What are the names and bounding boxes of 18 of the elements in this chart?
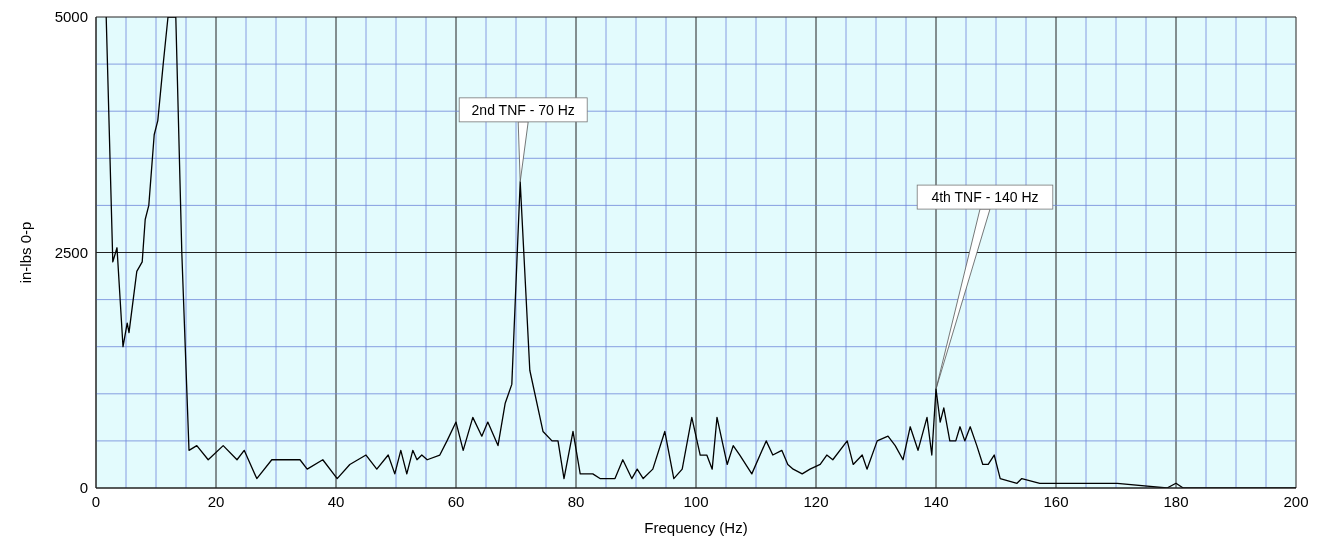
- x-tick-label: 180: [1163, 492, 1189, 510]
- annotation: 4th TNF - 140 Hz: [931, 189, 1039, 206]
- x-tick-label: 80: [567, 492, 585, 510]
- x-tick-label: 160: [1043, 492, 1069, 510]
- x-tick-label: 20: [207, 492, 225, 510]
- annotation: 2nd TNF - 70 Hz: [471, 101, 575, 118]
- y-axis-title: in-lbs 0-p: [17, 221, 35, 284]
- x-tick-label: 40: [327, 492, 345, 510]
- x-tick-label: 0: [91, 492, 101, 510]
- x-tick-label: 60: [447, 492, 465, 510]
- y-tick-label: 0: [79, 479, 88, 497]
- x-tick-label: 100: [683, 492, 709, 510]
- x-axis-title: Frequency (Hz): [644, 519, 748, 536]
- x-tick-label: 140: [923, 492, 949, 510]
- x-tick-label: 200: [1283, 492, 1309, 510]
- y-tick-label: 5000: [54, 8, 88, 26]
- x-tick-label: 120: [803, 492, 829, 510]
- y-tick-label: 2500: [54, 243, 88, 261]
